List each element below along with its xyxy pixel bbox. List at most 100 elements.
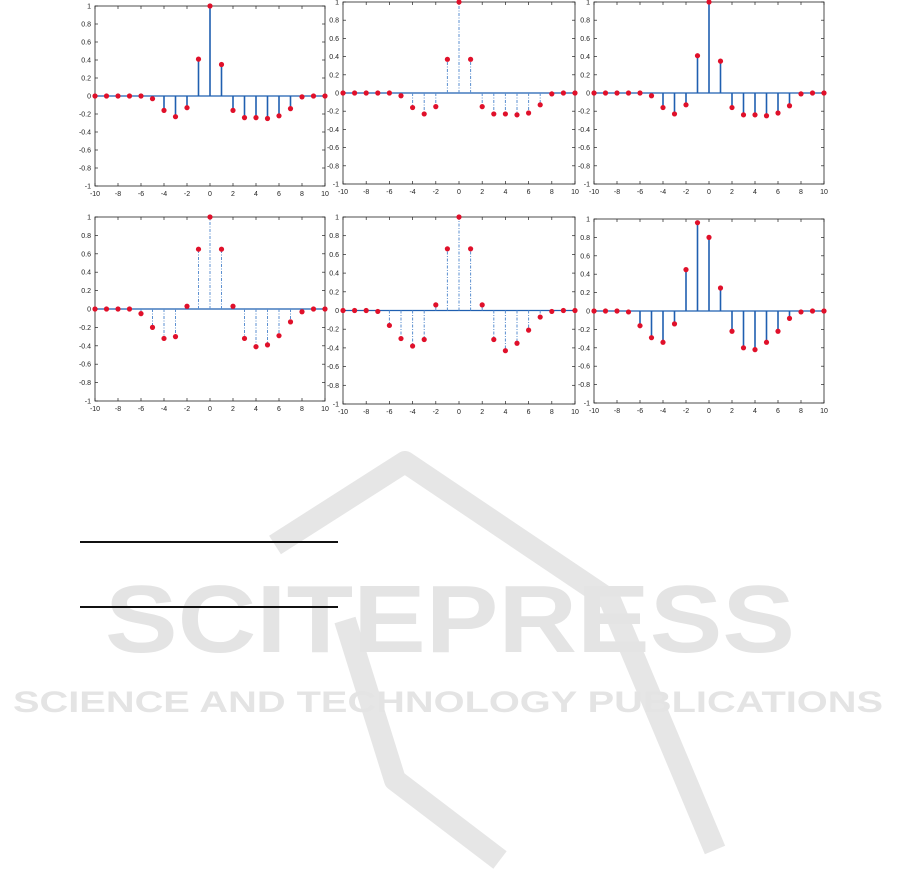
x-tick-label: 4 (753, 189, 757, 196)
stem-marker (491, 336, 497, 343)
x-tick-label: 10 (571, 189, 579, 196)
y-tick-label: -0.4 (578, 345, 590, 352)
stem-marker (514, 340, 520, 346)
horizontal-rule-top (80, 541, 338, 543)
stem-marker (514, 112, 520, 118)
x-tick-label: 6 (277, 191, 281, 198)
stem-marker (752, 347, 758, 353)
y-tick-label: 0.6 (81, 251, 91, 258)
stem-marker (671, 321, 678, 327)
stem-marker (433, 104, 439, 110)
stem-marker (444, 246, 450, 252)
y-tick-label: 0 (87, 307, 91, 314)
x-tick-label: 6 (277, 406, 281, 413)
stem-marker (468, 246, 474, 252)
y-tick-label: -0.6 (79, 148, 91, 155)
stem-marker (103, 93, 110, 99)
y-tick-label: -0.2 (578, 327, 590, 334)
x-tick-label: 10 (820, 408, 828, 415)
y-tick-label: 0.8 (81, 233, 91, 240)
stem-marker (184, 105, 190, 111)
stem-marker (398, 93, 404, 99)
y-tick-label: 0.4 (81, 58, 91, 65)
stem-marker (798, 91, 804, 97)
stem-marker (456, 214, 462, 220)
y-tick-label: 0.2 (580, 290, 590, 297)
stem-marker (572, 307, 578, 314)
stem-marker (115, 93, 121, 99)
watermark-logo-shape (269, 451, 726, 869)
y-tick-label: 0.4 (580, 54, 590, 61)
stem-marker (706, 0, 712, 5)
stem-marker (740, 112, 747, 118)
stem-chart-1: 1 0.8 0.6 0.4 0.2 0 -0.2 -0.4 -0.6 -0.8 -1-10 -8 -6 -… (79, 3, 329, 198)
stem-marker (479, 104, 485, 110)
x-tick-label: -10 (589, 189, 599, 196)
y-tick-label: -0.6 (578, 145, 590, 152)
stem-marker (386, 90, 392, 96)
x-tick-label: 8 (550, 189, 554, 196)
stem-marker (549, 91, 555, 97)
stem-marker (172, 334, 179, 340)
stem-marker (526, 327, 532, 333)
stem-marker (352, 90, 358, 96)
x-tick-label: -10 (90, 191, 100, 198)
y-tick-label: -1 (584, 182, 590, 189)
stem-marker (786, 103, 793, 109)
stem-marker (264, 115, 271, 122)
stem-marker (149, 96, 156, 102)
x-tick-label: 2 (231, 406, 235, 413)
y-tick-label: -1 (85, 184, 91, 191)
stem-marker (706, 234, 712, 240)
stem-marker (660, 339, 666, 345)
stem-chart-4: 1 0.8 0.6 0.4 0.2 0 -0.2 -0.4 -0.6 -0.8 -1-10 -8 -6 -… (79, 214, 329, 413)
x-tick-label: -2 (683, 408, 689, 415)
x-tick-label: 6 (776, 408, 780, 415)
y-tick-label: -0.2 (327, 109, 339, 116)
stem-marker (92, 93, 98, 99)
y-tick-label: -1 (333, 402, 339, 409)
stem-marker (549, 308, 555, 315)
stem-marker (253, 344, 259, 350)
y-tick-label: 0.8 (81, 22, 91, 29)
stem-marker (526, 110, 532, 116)
stem-marker (444, 56, 450, 62)
x-tick-label: -2 (433, 409, 439, 416)
y-tick-label: -0.2 (578, 109, 590, 116)
x-tick-label: 2 (730, 408, 734, 415)
x-tick-label: -4 (660, 189, 666, 196)
stem-marker (775, 110, 781, 116)
x-tick-label: 6 (527, 409, 531, 416)
stem-marker (637, 90, 643, 96)
y-tick-label: 0.4 (580, 272, 590, 279)
x-tick-label: 10 (820, 189, 828, 196)
y-tick-label: 1 (87, 4, 91, 11)
stem-marker (287, 106, 294, 112)
y-tick-label: 0.6 (580, 253, 590, 260)
stem-marker (625, 309, 632, 315)
stem-marker (717, 285, 724, 291)
stem-marker (717, 58, 724, 64)
x-tick-label: -10 (338, 189, 348, 196)
x-tick-label: -2 (683, 189, 689, 196)
stem-marker (591, 308, 597, 314)
x-tick-label: -8 (614, 408, 620, 415)
y-tick-label: 0 (335, 308, 339, 315)
y-tick-label: -0.8 (79, 166, 91, 173)
y-tick-label: -0.8 (79, 380, 91, 387)
stem-marker (456, 0, 462, 5)
stem-marker (468, 56, 474, 62)
x-tick-label: 8 (799, 408, 803, 415)
stem-marker (149, 324, 156, 330)
stem-marker (625, 90, 632, 96)
stem-marker (683, 102, 689, 108)
x-tick-label: -4 (660, 408, 666, 415)
y-tick-label: 0.2 (580, 72, 590, 79)
stem-marker (775, 328, 781, 334)
stem-marker (253, 115, 259, 121)
x-tick-label: 0 (707, 189, 711, 196)
y-tick-label: -0.8 (327, 383, 339, 390)
x-tick-label: 8 (300, 191, 304, 198)
y-tick-label: 0.4 (81, 270, 91, 277)
